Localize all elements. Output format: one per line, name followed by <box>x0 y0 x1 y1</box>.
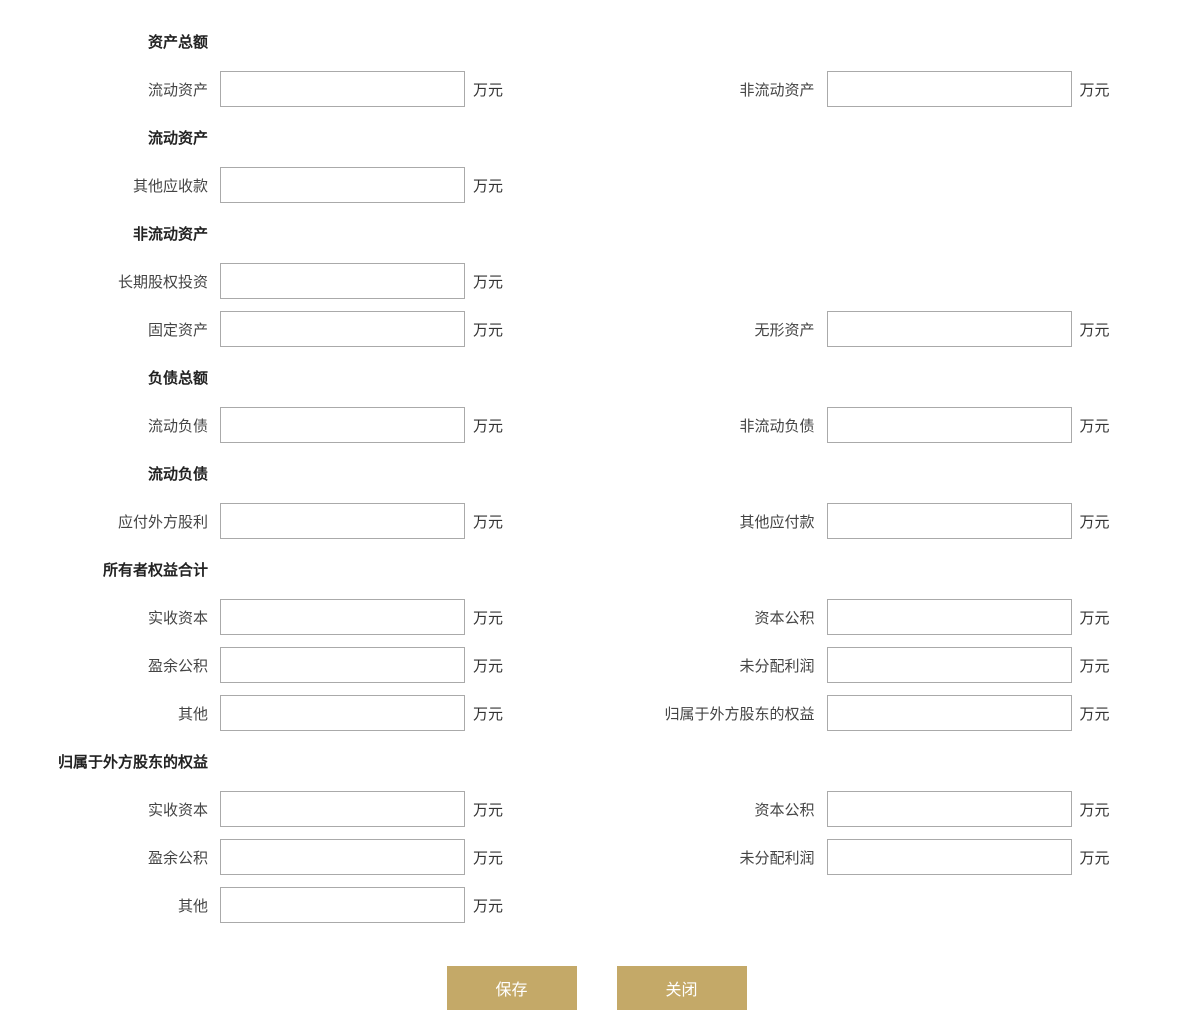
unit-foreign-undistributed-profit: 万元 <box>1080 847 1110 868</box>
input-other-equity[interactable] <box>220 695 465 731</box>
label-current-assets: 流动资产 <box>20 79 220 100</box>
unit-foreign-surplus-reserve: 万元 <box>473 847 503 868</box>
label-foreign-shareholder-equity: 归属于外方股东的权益 <box>627 703 827 724</box>
section-header-total-assets: 资产总额 <box>20 31 220 52</box>
label-foreign-other: 其他 <box>20 895 220 916</box>
unit-other-equity: 万元 <box>473 703 503 724</box>
unit-foreign-capital-reserve: 万元 <box>1080 799 1110 820</box>
input-surplus-reserve[interactable] <box>220 647 465 683</box>
label-foreign-undistributed-profit: 未分配利润 <box>627 847 827 868</box>
unit-long-term-equity: 万元 <box>473 271 503 292</box>
section-header-current-assets: 流动资产 <box>20 127 220 148</box>
input-foreign-other[interactable] <box>220 887 465 923</box>
unit-other-payables: 万元 <box>1080 511 1110 532</box>
input-undistributed-profit[interactable] <box>827 647 1072 683</box>
label-foreign-surplus-reserve: 盈余公积 <box>20 847 220 868</box>
input-current-assets[interactable] <box>220 71 465 107</box>
label-capital-reserve: 资本公积 <box>627 607 827 628</box>
input-foreign-undistributed-profit[interactable] <box>827 839 1072 875</box>
row-foreign-dividends-other-payables: 应付外方股利 万元 其他应付款 万元 <box>20 500 1173 542</box>
label-other-receivables: 其他应收款 <box>20 175 220 196</box>
row-other-foreign-equity: 其他 万元 归属于外方股东的权益 万元 <box>20 692 1173 734</box>
unit-intangible-assets: 万元 <box>1080 319 1110 340</box>
save-button[interactable]: 保存 <box>447 966 577 1010</box>
label-undistributed-profit: 未分配利润 <box>627 655 827 676</box>
unit-current-assets: 万元 <box>473 79 503 100</box>
label-non-current-assets: 非流动资产 <box>627 79 827 100</box>
input-foreign-shareholder-equity[interactable] <box>827 695 1072 731</box>
input-foreign-capital-reserve[interactable] <box>827 791 1072 827</box>
financial-form: 资产总额 流动资产 万元 非流动资产 万元 流动资产 其他应收款 万元 非流动资… <box>20 20 1173 1010</box>
label-foreign-capital-reserve: 资本公积 <box>627 799 827 820</box>
unit-current-liabilities: 万元 <box>473 415 503 436</box>
section-header-owners-equity: 所有者权益合计 <box>20 559 220 580</box>
label-current-liabilities: 流动负债 <box>20 415 220 436</box>
input-foreign-paid-in-capital[interactable] <box>220 791 465 827</box>
row-foreign-paidin-capital-reserve: 实收资本 万元 资本公积 万元 <box>20 788 1173 830</box>
row-total-assets-header: 资产总额 <box>20 20 1173 62</box>
unit-foreign-paid-in-capital: 万元 <box>473 799 503 820</box>
row-current-noncurrent-assets: 流动资产 万元 非流动资产 万元 <box>20 68 1173 110</box>
label-other-payables: 其他应付款 <box>627 511 827 532</box>
unit-fixed-assets: 万元 <box>473 319 503 340</box>
row-long-term-equity: 长期股权投资 万元 <box>20 260 1173 302</box>
label-foreign-paid-in-capital: 实收资本 <box>20 799 220 820</box>
input-capital-reserve[interactable] <box>827 599 1072 635</box>
label-surplus-reserve: 盈余公积 <box>20 655 220 676</box>
input-paid-in-capital[interactable] <box>220 599 465 635</box>
unit-capital-reserve: 万元 <box>1080 607 1110 628</box>
input-non-current-liabilities[interactable] <box>827 407 1072 443</box>
label-foreign-dividends-payable: 应付外方股利 <box>20 511 220 532</box>
button-row: 保存 关闭 <box>20 966 1173 1010</box>
row-foreign-other: 其他 万元 <box>20 884 1173 926</box>
row-current-liabilities-header: 流动负债 <box>20 452 1173 494</box>
row-fixed-intangible-assets: 固定资产 万元 无形资产 万元 <box>20 308 1173 350</box>
label-intangible-assets: 无形资产 <box>627 319 827 340</box>
section-header-non-current-assets: 非流动资产 <box>20 223 220 244</box>
label-other-equity: 其他 <box>20 703 220 724</box>
unit-paid-in-capital: 万元 <box>473 607 503 628</box>
section-header-foreign-shareholder-equity: 归属于外方股东的权益 <box>20 751 220 772</box>
row-current-assets-header: 流动资产 <box>20 116 1173 158</box>
input-long-term-equity[interactable] <box>220 263 465 299</box>
input-non-current-assets[interactable] <box>827 71 1072 107</box>
input-fixed-assets[interactable] <box>220 311 465 347</box>
unit-non-current-liabilities: 万元 <box>1080 415 1110 436</box>
row-non-current-assets-header: 非流动资产 <box>20 212 1173 254</box>
unit-foreign-other: 万元 <box>473 895 503 916</box>
row-foreign-surplus-undistributed: 盈余公积 万元 未分配利润 万元 <box>20 836 1173 878</box>
close-button[interactable]: 关闭 <box>617 966 747 1010</box>
unit-non-current-assets: 万元 <box>1080 79 1110 100</box>
label-long-term-equity: 长期股权投资 <box>20 271 220 292</box>
unit-surplus-reserve: 万元 <box>473 655 503 676</box>
unit-other-receivables: 万元 <box>473 175 503 196</box>
label-fixed-assets: 固定资产 <box>20 319 220 340</box>
section-header-current-liabilities: 流动负债 <box>20 463 220 484</box>
unit-undistributed-profit: 万元 <box>1080 655 1110 676</box>
row-foreign-shareholder-equity-header: 归属于外方股东的权益 <box>20 740 1173 782</box>
input-other-receivables[interactable] <box>220 167 465 203</box>
unit-foreign-shareholder-equity: 万元 <box>1080 703 1110 724</box>
row-owners-equity-header: 所有者权益合计 <box>20 548 1173 590</box>
row-surplus-undistributed: 盈余公积 万元 未分配利润 万元 <box>20 644 1173 686</box>
row-other-receivables: 其他应收款 万元 <box>20 164 1173 206</box>
input-other-payables[interactable] <box>827 503 1072 539</box>
input-foreign-surplus-reserve[interactable] <box>220 839 465 875</box>
input-current-liabilities[interactable] <box>220 407 465 443</box>
row-paidin-capital-reserve: 实收资本 万元 资本公积 万元 <box>20 596 1173 638</box>
section-header-total-liabilities: 负债总额 <box>20 367 220 388</box>
row-total-liabilities-header: 负债总额 <box>20 356 1173 398</box>
label-paid-in-capital: 实收资本 <box>20 607 220 628</box>
row-current-noncurrent-liabilities: 流动负债 万元 非流动负债 万元 <box>20 404 1173 446</box>
unit-foreign-dividends-payable: 万元 <box>473 511 503 532</box>
input-foreign-dividends-payable[interactable] <box>220 503 465 539</box>
input-intangible-assets[interactable] <box>827 311 1072 347</box>
label-non-current-liabilities: 非流动负债 <box>627 415 827 436</box>
